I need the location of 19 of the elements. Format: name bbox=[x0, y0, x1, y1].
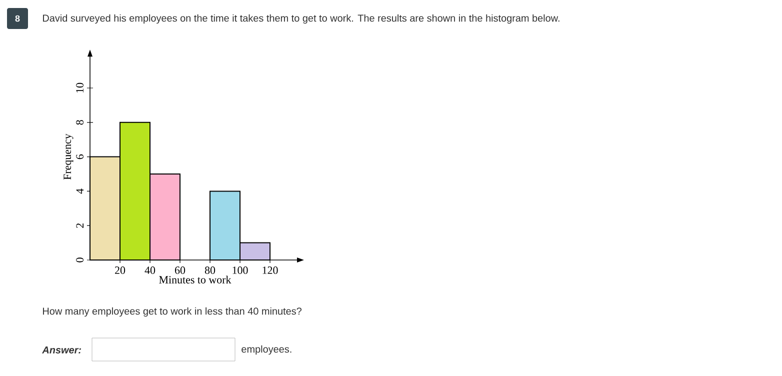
y-tick-label: 2 bbox=[76, 223, 84, 228]
y-tick-label: 8 bbox=[76, 120, 84, 125]
chart-title: David surveyed his employees on the time it takes them to get to work. The results are shown in the histogram below. bbox=[43, 14, 560, 24]
y-tick-label: 4 bbox=[76, 188, 84, 194]
x-tick-label: 20 bbox=[115, 266, 126, 274]
y-tick-label: 6 bbox=[76, 154, 84, 160]
x-axis-title: Minutes to work bbox=[159, 276, 232, 284]
text: 8 bbox=[15, 15, 20, 22]
x-tick-label: 80 bbox=[204, 266, 216, 274]
x-tick-label: 60 bbox=[174, 266, 186, 274]
y-axis-title: Frequency bbox=[64, 134, 74, 180]
x-tick-label: 40 bbox=[144, 266, 156, 274]
x-tick-label: 120 bbox=[262, 266, 278, 274]
x-tick-label: 100 bbox=[232, 266, 248, 274]
text: Answer: bbox=[42, 346, 81, 354]
text: How many employees get to work in less than 40 minutes? bbox=[43, 307, 302, 317]
y-tick-label: 0 bbox=[76, 258, 84, 262]
text: employees. bbox=[242, 345, 292, 355]
y-tick-label: 10 bbox=[76, 82, 84, 93]
